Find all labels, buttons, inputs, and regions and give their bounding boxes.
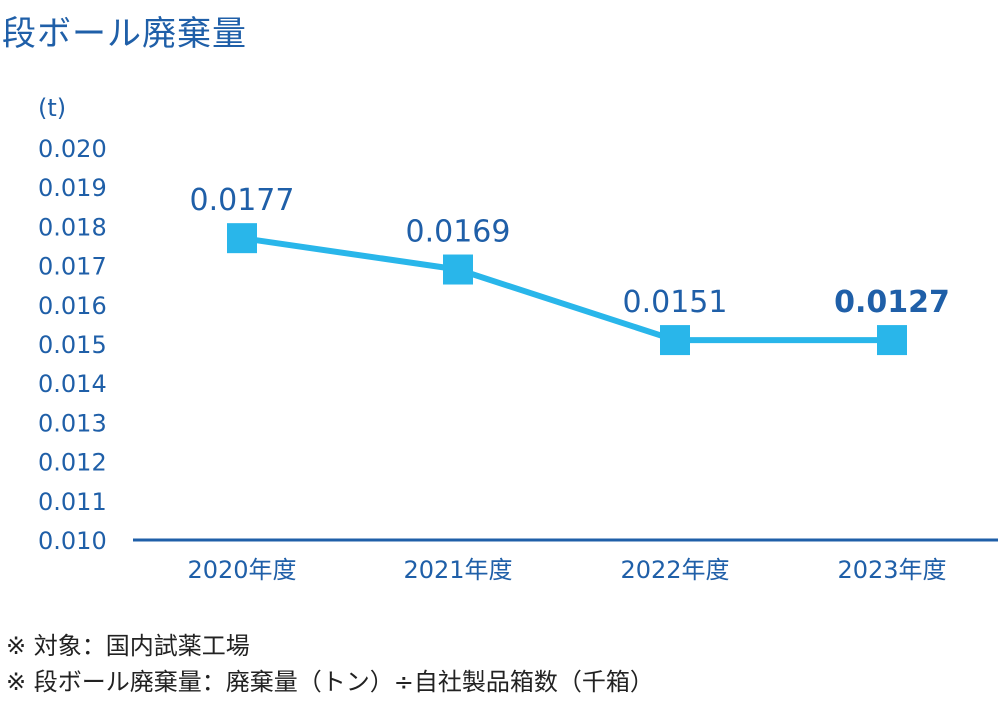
data-point-marker [227,223,257,254]
y-tick-label: 0.013 [38,409,107,437]
y-tick-label: 0.015 [38,331,107,359]
y-tick-label: 0.011 [38,488,107,516]
data-label: 0.0151 [623,285,728,320]
y-tick-label: 0.018 [38,213,107,241]
y-axis-unit-label: (t) [38,94,66,122]
chart-title: 段ボール廃棄量 [2,14,247,54]
data-label: 0.0127 [834,285,950,320]
data-point-marker [443,254,473,285]
y-tick-label: 0.017 [38,253,107,281]
footnotes: ※ 対象：国内試薬工場 ※ 段ボール廃棄量：廃棄量（トン）÷自社製品箱数（千箱） [6,628,654,700]
data-label: 0.0177 [190,183,295,218]
data-point-marker [660,325,690,356]
x-category-label: 2021年度 [403,556,512,584]
y-tick-label: 0.012 [38,449,107,477]
data-label: 0.0169 [406,215,511,250]
x-category-label: 2023年度 [837,556,946,584]
y-tick-label: 0.014 [38,370,107,398]
series-line [241,235,892,344]
y-tick-label: 0.016 [38,292,107,320]
footnote-definition: ※ 段ボール廃棄量：廃棄量（トン）÷自社製品箱数（千箱） [6,668,654,696]
data-point-marker [877,325,907,356]
line-chart: (t) 0.010 0.011 0.012 0.013 0.014 0.015 0.016 0.… [38,94,998,584]
x-category-label: 2022年度 [620,556,729,584]
y-tick-label: 0.010 [38,527,107,555]
footnote-scope: ※ 対象：国内試薬工場 [6,632,250,660]
x-category-label: 2020年度 [187,556,296,584]
y-tick-label: 0.020 [38,135,107,163]
y-tick-label: 0.019 [38,174,107,202]
